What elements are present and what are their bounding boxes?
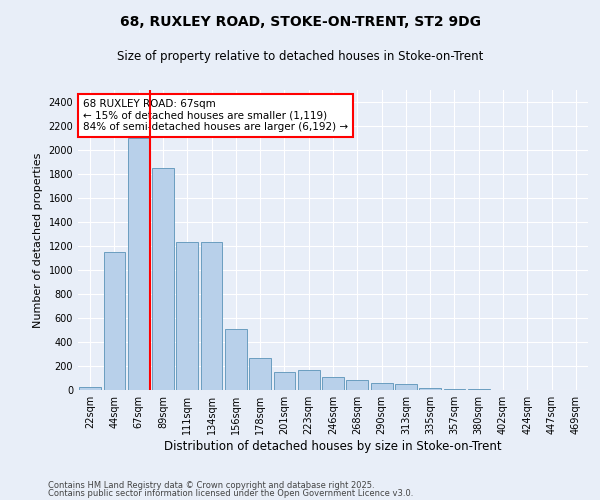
- Bar: [200, 242, 223, 390]
- Bar: [152, 168, 174, 390]
- Bar: [443, 389, 466, 390]
- Bar: [249, 358, 271, 390]
- Bar: [395, 384, 417, 390]
- Text: 68 RUXLEY ROAD: 67sqm
← 15% of detached houses are smaller (1,119)
84% of semi-d: 68 RUXLEY ROAD: 67sqm ← 15% of detached …: [83, 99, 348, 132]
- Bar: [322, 378, 344, 390]
- Y-axis label: Number of detached properties: Number of detached properties: [33, 152, 43, 328]
- Bar: [104, 252, 125, 390]
- Bar: [176, 242, 198, 390]
- Bar: [79, 387, 101, 390]
- Bar: [419, 388, 441, 390]
- Text: 68, RUXLEY ROAD, STOKE-ON-TRENT, ST2 9DG: 68, RUXLEY ROAD, STOKE-ON-TRENT, ST2 9DG: [119, 15, 481, 29]
- Bar: [371, 383, 392, 390]
- Bar: [225, 329, 247, 390]
- X-axis label: Distribution of detached houses by size in Stoke-on-Trent: Distribution of detached houses by size …: [164, 440, 502, 453]
- Bar: [128, 138, 149, 390]
- Text: Contains HM Land Registry data © Crown copyright and database right 2025.: Contains HM Land Registry data © Crown c…: [48, 481, 374, 490]
- Text: Contains public sector information licensed under the Open Government Licence v3: Contains public sector information licen…: [48, 488, 413, 498]
- Bar: [346, 380, 368, 390]
- Bar: [274, 372, 295, 390]
- Text: Size of property relative to detached houses in Stoke-on-Trent: Size of property relative to detached ho…: [117, 50, 483, 63]
- Bar: [298, 370, 320, 390]
